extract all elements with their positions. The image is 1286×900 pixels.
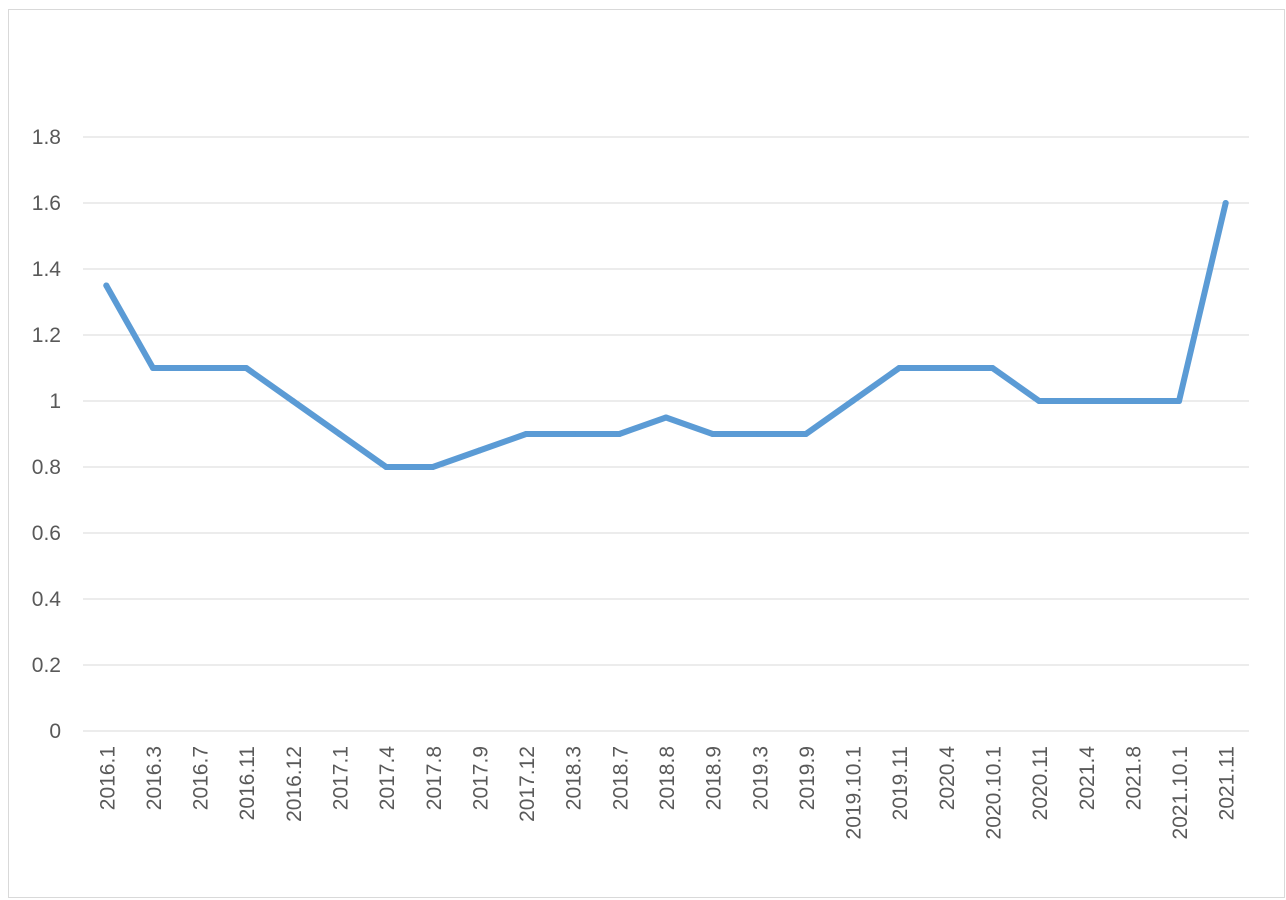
data-point	[476, 447, 483, 454]
x-tick-label: 2017.4	[376, 746, 399, 811]
x-tick-label: 2019.9	[796, 746, 819, 810]
data-point	[289, 398, 296, 404]
x-tick-label: 2019.3	[749, 746, 772, 810]
data-point	[336, 431, 343, 437]
data-point	[429, 464, 436, 470]
x-tick-label: 2021.11	[1216, 746, 1239, 820]
x-tick-label: 2018.7	[609, 746, 632, 810]
x-tick-label: 2019.11	[889, 746, 912, 820]
data-point	[1129, 398, 1136, 404]
x-tick-label: 2017.1	[330, 746, 353, 810]
y-axis-ticks: 0 0.2 0.4 0.6 0.8 1 1.2 1.4 1.6 1.8	[32, 126, 62, 743]
y-tick-label: 0.6	[32, 522, 61, 545]
x-tick-label: 2019.10.1	[843, 746, 866, 839]
gridlines	[83, 136, 1249, 732]
y-tick-label: 0	[49, 720, 61, 743]
x-tick-label: 2018.8	[656, 746, 679, 810]
data-point	[663, 414, 669, 421]
data-point	[616, 431, 623, 437]
x-tick-label: 2017.12	[516, 746, 539, 822]
x-tick-label: 2018.9	[703, 746, 726, 810]
x-tick-label: 2016.7	[190, 746, 213, 810]
x-tick-label: 2017.8	[423, 746, 446, 810]
data-point	[709, 431, 716, 437]
data-point	[989, 365, 996, 371]
x-tick-label: 2020.10.1	[982, 746, 1005, 839]
data-point	[1082, 398, 1089, 404]
x-tick-label: 2021.10.1	[1169, 746, 1192, 839]
y-tick-label: 0.4	[32, 588, 62, 611]
data-point	[1036, 398, 1043, 404]
data-point	[103, 282, 110, 289]
y-tick-label: 1.8	[32, 126, 61, 149]
data-point	[196, 365, 203, 371]
x-tick-label: 2016.11	[236, 746, 259, 820]
y-tick-label: 1.4	[32, 258, 62, 281]
x-tick-label: 2021.8	[1122, 746, 1145, 810]
y-tick-label: 0.2	[32, 654, 61, 677]
x-tick-label: 2016.12	[283, 746, 306, 822]
data-point	[896, 365, 903, 371]
y-tick-label: 1	[49, 390, 61, 413]
data-point	[149, 365, 156, 371]
y-tick-label: 0.8	[32, 456, 61, 479]
x-tick-label: 2016.3	[143, 746, 166, 810]
data-point	[569, 431, 576, 437]
x-tick-label: 2020.4	[936, 746, 959, 811]
y-tick-label: 1.2	[32, 324, 61, 347]
series-layer	[103, 200, 1229, 470]
x-tick-label: 2017.9	[469, 746, 492, 810]
x-tick-label: 2021.4	[1076, 746, 1099, 811]
data-point	[1176, 398, 1183, 404]
data-point	[1222, 200, 1229, 206]
x-tick-label: 2018.3	[563, 746, 586, 810]
data-point	[802, 431, 809, 437]
data-point	[849, 398, 856, 404]
data-point	[756, 431, 763, 437]
data-point	[243, 365, 250, 371]
x-tick-label: 2016.1	[96, 746, 119, 810]
x-tick-label: 2020.11	[1029, 746, 1052, 820]
data-point	[523, 431, 530, 437]
x-axis-ticks: 2016.1 2016.3 2016.7 2016.11 2016.12 2017.1 20…	[96, 746, 1238, 840]
data-point	[942, 365, 949, 371]
y-tick-label: 1.6	[32, 192, 61, 215]
chart-frame	[8, 9, 1285, 898]
data-point	[383, 464, 390, 470]
